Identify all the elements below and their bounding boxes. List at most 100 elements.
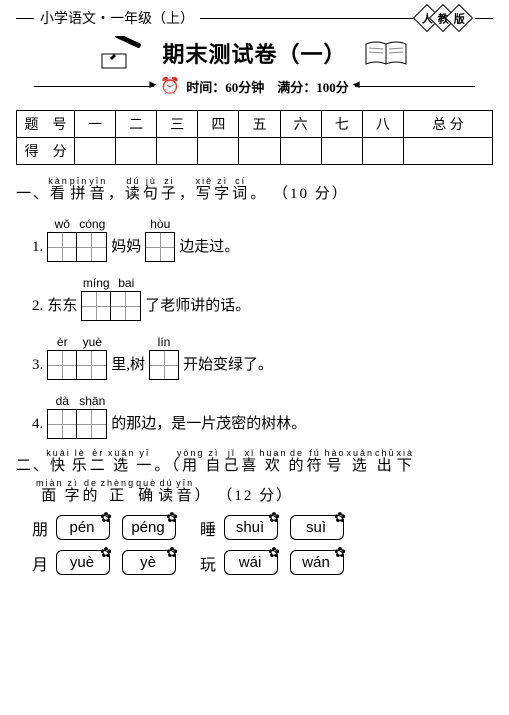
q2-row: 朋 pén✿ péng✿ 睡 shuì✿ suì✿ [32, 515, 493, 540]
rule-right-short [475, 18, 493, 19]
option-bracket: suì✿ [288, 515, 346, 540]
option-text: shuì✿ [224, 515, 278, 540]
pre-text: 东东 [47, 294, 77, 315]
flower-icon: ✿ [99, 545, 113, 559]
time-line: ⏰ 时间：60分钟 满分：100分 [16, 76, 493, 96]
tail-text: 边走过。 [179, 235, 239, 256]
flower-icon: ✿ [267, 545, 281, 559]
option-text: yuè✿ [56, 550, 110, 575]
option-text: péng✿ [122, 515, 176, 540]
q2-char: 玩 [200, 551, 216, 575]
option-bracket: wán✿ [288, 550, 346, 575]
row-label: 题 号 [17, 111, 75, 138]
table-row: 题 号 一 二 三 四 五 六 七 八 总 分 [17, 111, 493, 138]
arrow-left [34, 86, 154, 87]
option-bracket: pén✿ [54, 515, 112, 540]
option-text: wán✿ [290, 550, 344, 575]
option-text: suì✿ [290, 515, 344, 540]
option-bracket: yuè✿ [54, 550, 112, 575]
grid-cell [77, 232, 107, 262]
item-number: 1. [32, 239, 43, 256]
edition-badge: 人 教 版 [421, 8, 469, 28]
rule-center [200, 18, 415, 19]
pinyin-grid: lín [149, 335, 179, 380]
main-title: 期末测试卷（一） [162, 37, 346, 69]
q2-item: 月 yuè✿ yè✿ [32, 550, 178, 575]
option-bracket: shuì✿ [222, 515, 280, 540]
tail-text: 的那边，是一片茂密的树林。 [111, 412, 306, 433]
q2-char: 朋 [32, 516, 48, 540]
diamond-3: 版 [445, 4, 473, 32]
pinyin-grid: èryuè [47, 335, 107, 380]
pinyin-grid: dàshān [47, 394, 107, 439]
pinyin-grid: hòu [145, 217, 175, 262]
mid-text: 里,树 [111, 353, 145, 374]
q1-title: 一、看kàn拼pīn音yīn，读dú句jù子zi，写xiě字zì词cí。 （10… [16, 177, 493, 203]
q2-row: 月 yuè✿ yè✿ 玩 wái✿ wán✿ [32, 550, 493, 575]
arrow-right [355, 86, 475, 87]
pinyin-grid: míngbai [81, 276, 141, 321]
book-icon [361, 34, 411, 72]
tail-text: 了老师讲的话。 [145, 294, 250, 315]
row-label: 得 分 [17, 138, 75, 165]
col-head: 七 [321, 111, 362, 138]
col-head: 总 分 [403, 111, 492, 138]
flower-icon: ✿ [333, 545, 347, 559]
table-row: 得 分 [17, 138, 493, 165]
pen-icon [98, 34, 148, 72]
option-bracket: péng✿ [120, 515, 178, 540]
flower-icon: ✿ [165, 510, 179, 524]
option-text: wái✿ [224, 550, 278, 575]
q2-title2: 面miàn字zì的de正zhèng确què读dú音yīn） （12 分） [36, 479, 493, 505]
q2-item: 玩 wái✿ wán✿ [200, 550, 346, 575]
option-text: pén✿ [56, 515, 110, 540]
flower-icon: ✿ [99, 510, 113, 524]
grid-cell [47, 350, 77, 380]
header-line: 小学语文・一年级（上） 人 教 版 [16, 8, 493, 28]
item-number: 3. [32, 357, 43, 374]
grid-cell [77, 409, 107, 439]
grid-cell [145, 232, 175, 262]
item-number: 2. [32, 298, 43, 315]
grid-cell [77, 350, 107, 380]
q2-title: 二、快kuài乐lè二èr选xuǎn一yī。（用yòng自zì己jǐ喜xǐ欢hu… [16, 449, 493, 475]
col-head: 三 [157, 111, 198, 138]
q2-char: 睡 [200, 516, 216, 540]
col-head: 六 [280, 111, 321, 138]
tail-text: 开始变绿了。 [183, 353, 273, 374]
rule-left-short [16, 18, 34, 19]
option-text: yè✿ [122, 550, 176, 575]
q2-char: 月 [32, 551, 48, 575]
option-bracket: yè✿ [120, 550, 178, 575]
q1-item: 3.èryuè里,树lín开始变绿了。 [32, 335, 493, 380]
grid-cell [111, 291, 141, 321]
clock-icon: ⏰ [160, 76, 180, 96]
flower-icon: ✿ [333, 510, 347, 524]
pinyin-grid: wǒcóng [47, 217, 107, 262]
grid-cell [47, 232, 77, 262]
grid-cell [81, 291, 111, 321]
col-head: 五 [239, 111, 280, 138]
flower-icon: ✿ [267, 510, 281, 524]
mid-text: 妈妈 [111, 235, 141, 256]
grid-cell [47, 409, 77, 439]
score-table: 题 号 一 二 三 四 五 六 七 八 总 分 得 分 [16, 110, 493, 165]
time-label: 时间：60分钟 满分：100分 [186, 77, 349, 96]
option-bracket: wái✿ [222, 550, 280, 575]
q1-item: 2.东东míngbai了老师讲的话。 [32, 276, 493, 321]
q2-item: 朋 pén✿ péng✿ [32, 515, 178, 540]
title-row: 期末测试卷（一） [16, 34, 493, 72]
col-head: 二 [116, 111, 157, 138]
q2-points: （12 分） [217, 488, 293, 504]
item-number: 4. [32, 416, 43, 433]
flower-icon: ✿ [165, 545, 179, 559]
q1-item: 4.dàshān的那边，是一片茂密的树林。 [32, 394, 493, 439]
q2-item: 睡 shuì✿ suì✿ [200, 515, 346, 540]
q1-item: 1.wǒcóng妈妈hòu边走过。 [32, 217, 493, 262]
col-head: 八 [362, 111, 403, 138]
q1-points: （10 分） [273, 186, 349, 202]
col-head: 一 [75, 111, 116, 138]
grid-cell [149, 350, 179, 380]
subject-label: 小学语文・一年级（上） [40, 8, 194, 28]
col-head: 四 [198, 111, 239, 138]
